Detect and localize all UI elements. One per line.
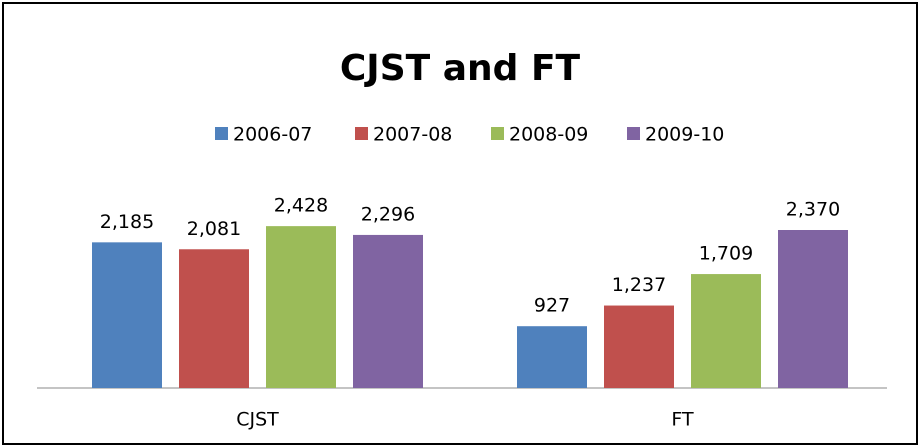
data-label: 2,428 <box>274 195 328 217</box>
bar <box>604 305 674 388</box>
x-tick-label: FT <box>671 409 694 431</box>
legend-label: 2006-07 <box>233 124 312 146</box>
data-label: 1,709 <box>699 243 753 265</box>
legend-swatch <box>491 127 504 140</box>
bar <box>353 234 423 388</box>
chart-title: CJST and FT <box>340 48 581 89</box>
data-label: 927 <box>534 295 570 317</box>
bar <box>691 274 761 388</box>
legend-label: 2009-10 <box>645 124 724 146</box>
legend-label: 2007-08 <box>373 124 452 146</box>
data-label: 2,185 <box>100 211 154 233</box>
data-label: 1,237 <box>612 274 666 296</box>
bar <box>778 230 848 388</box>
bar <box>92 242 162 388</box>
legend-swatch <box>215 127 228 140</box>
legend-swatch <box>627 127 640 140</box>
data-label: 2,370 <box>786 199 840 221</box>
bar <box>266 226 336 388</box>
legend-label: 2008-09 <box>509 124 588 146</box>
legend-swatch <box>355 127 368 140</box>
bar <box>517 326 587 388</box>
data-label: 2,081 <box>187 218 241 240</box>
data-label: 2,296 <box>361 203 415 225</box>
x-tick-label: CJST <box>236 409 279 431</box>
bar <box>179 249 249 388</box>
